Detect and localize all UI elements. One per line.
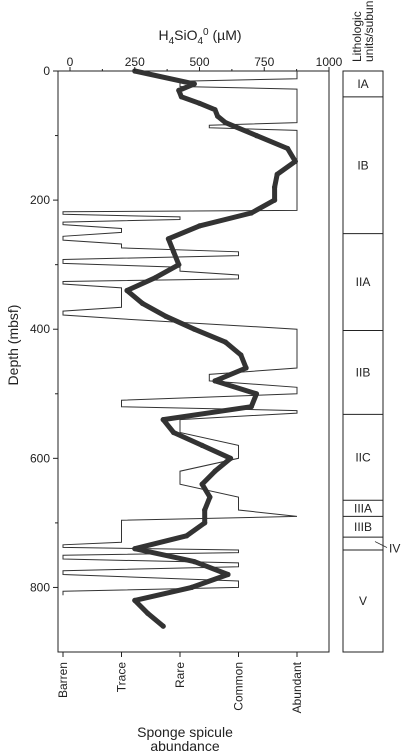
unit-label: IIB xyxy=(356,365,371,379)
unit-label: V xyxy=(359,594,367,608)
unit-leader-line xyxy=(374,541,388,548)
silica-point xyxy=(178,94,184,100)
silica-point xyxy=(253,391,260,397)
abundance-axis-title-line2: abundance xyxy=(150,738,220,754)
abundance-tick-label: Trace xyxy=(115,662,129,693)
silica-point xyxy=(215,113,221,119)
unit-label: IA xyxy=(357,77,368,91)
silica-point xyxy=(189,584,195,591)
silica-axis-title: H4SiO40 (µM) xyxy=(158,27,241,47)
silica-point xyxy=(199,481,205,487)
silica-point xyxy=(124,287,130,294)
depth-tick-label: 200 xyxy=(30,193,50,207)
silica-tick-label: 750 xyxy=(254,55,274,69)
depth-axis-title: Depth (mbsf) xyxy=(5,305,21,386)
unit-label: IIA xyxy=(356,275,371,289)
unit-label: IIC xyxy=(355,450,371,464)
silica-point xyxy=(165,236,171,242)
silica-point xyxy=(238,352,244,358)
silica-tick-label: 1000 xyxy=(316,55,343,69)
silica-point xyxy=(176,262,182,268)
silica-point xyxy=(160,417,166,423)
silica-tick-label: 500 xyxy=(189,55,209,69)
unit-label: IV xyxy=(389,542,400,556)
depth-tick-label: 400 xyxy=(30,322,50,336)
silica-point xyxy=(171,429,177,436)
silica-point xyxy=(152,275,159,281)
silica-point xyxy=(243,365,249,371)
abundance-tick-label: Common xyxy=(232,662,246,711)
silica-point xyxy=(184,533,190,539)
silica-point xyxy=(196,223,203,229)
units-header-line2: units/subunits xyxy=(362,0,376,62)
silica-point xyxy=(272,184,278,190)
depth-tick-label: 800 xyxy=(30,580,50,594)
silica-point xyxy=(212,378,218,384)
unit-label: IB xyxy=(357,158,368,172)
silica-point xyxy=(248,210,254,216)
silica-point xyxy=(222,339,228,345)
plot-frame xyxy=(57,70,330,653)
silica-point xyxy=(160,623,166,629)
silica-point xyxy=(285,145,291,152)
silica-tick-label: 0 xyxy=(67,55,74,69)
abundance-axis-title-line1: Sponge spicule xyxy=(137,724,233,740)
silica-point xyxy=(176,87,182,93)
silica-point xyxy=(212,107,218,113)
silica-point xyxy=(132,597,138,604)
abundance-tick-label: Rare xyxy=(173,662,187,688)
silica-point xyxy=(253,133,260,139)
silica-point xyxy=(199,442,205,448)
silica-point xyxy=(274,171,280,177)
abundance-tick-label: Abundant xyxy=(290,661,304,713)
abundance-tick-label: Barren xyxy=(56,662,70,698)
depth-tick-label: 0 xyxy=(43,64,50,78)
silica-point xyxy=(272,197,278,203)
silica-point xyxy=(191,326,197,332)
silica-point xyxy=(132,546,138,552)
silica-point xyxy=(191,81,197,87)
silica-point xyxy=(292,158,298,164)
silica-point xyxy=(171,249,177,255)
spicule-abundance-line xyxy=(62,71,298,596)
silica-point xyxy=(196,100,203,106)
silica-point xyxy=(212,468,218,474)
silica-point xyxy=(163,313,169,319)
depth-tick-label: 600 xyxy=(30,451,50,465)
silica-point xyxy=(202,507,208,513)
silica-point xyxy=(228,455,234,461)
unit-label: IIIA xyxy=(354,501,372,515)
unit-label: IIIB xyxy=(354,520,372,534)
units-column xyxy=(342,70,384,653)
silica-point xyxy=(145,610,151,616)
silica-point xyxy=(207,494,213,500)
silica-point xyxy=(191,559,197,565)
silica-point xyxy=(202,520,208,526)
units-header-line1: Lithologic xyxy=(350,11,364,62)
silica-point xyxy=(139,300,146,306)
silica-point xyxy=(222,120,228,126)
silica-point xyxy=(248,404,254,410)
silica-line xyxy=(124,68,298,629)
silica-point xyxy=(225,571,231,578)
silica-tick-label: 250 xyxy=(125,55,145,69)
